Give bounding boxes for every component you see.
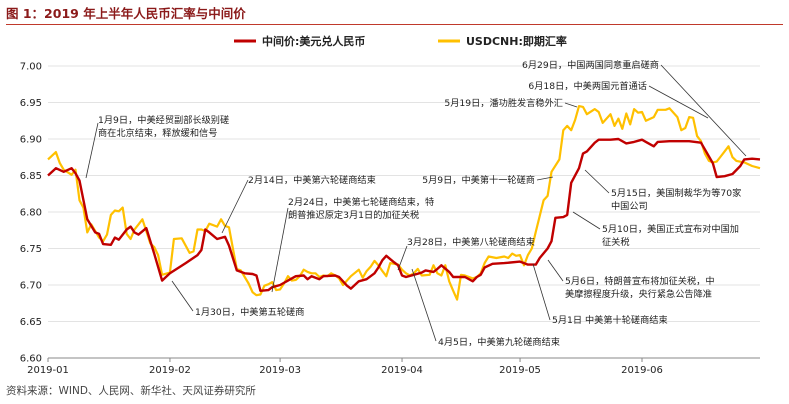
title-bar: 图 1：2019 年上半年人民币汇率与中间价 xyxy=(6,3,783,25)
annotation-line: 5月9日，中美第十一轮磋商 xyxy=(422,174,535,186)
annotation-text: 3月28日，中美第八轮磋商结束 xyxy=(407,236,535,248)
y-tick-label: 6.85 xyxy=(20,171,42,182)
legend-label: USDCNH:即期汇率 xyxy=(466,34,567,48)
annotation-text: 5月9日，中美第十一轮磋商 xyxy=(422,174,535,186)
annotation-text: 2月24日，中美第七轮磋商结束，特朗普推迟原定3月1日的加征关税 xyxy=(288,196,434,221)
annotation-leader xyxy=(532,263,551,321)
annotation-line: 5月1日 中美第十轮磋商结束 xyxy=(552,314,668,326)
annotation-leader xyxy=(171,280,194,312)
x-tick-labels: 2019-01 2019-02 2019-03 2019-04 2019-05 2019-… xyxy=(27,365,663,376)
annotation-line: 5月15日，美国制裁华为等70家 xyxy=(611,187,741,199)
y-tick-label: 6.70 xyxy=(20,281,42,292)
y-tick-label: 6.75 xyxy=(20,244,42,255)
series-lines xyxy=(47,105,761,301)
annotation-text: 2月14日，中美第六轮磋商结束 xyxy=(248,174,376,186)
annotation-line: 3月28日，中美第八轮磋商结束 xyxy=(407,236,535,248)
annotation-leader xyxy=(221,179,249,234)
annotation-text: 5月19日，潘功胜发言稳外汇 xyxy=(444,97,563,109)
title-divider xyxy=(6,24,783,25)
annotation-line: 5月19日，潘功胜发言稳外汇 xyxy=(444,97,563,109)
legend-label: 中间价:美元兑人民币 xyxy=(262,34,365,48)
annotation-leader xyxy=(547,259,564,282)
annotation-leader xyxy=(411,268,437,342)
annotation-leader xyxy=(271,207,289,293)
annotation-leader xyxy=(536,176,554,181)
annotation-leader xyxy=(660,64,747,157)
x-tick-label: 2019-03 xyxy=(259,365,301,376)
legend: 中间价:美元兑人民币 USDCNH:即期汇率 xyxy=(234,34,567,48)
annotation-line: 征关税 xyxy=(602,236,630,248)
annotation-line: 5月6日，特朗普宣布将加征关税，中 xyxy=(565,275,715,287)
annotation-text: 5月1日 中美第十轮磋商结束 xyxy=(552,314,668,326)
y-tick-label: 7.00 xyxy=(20,62,42,73)
annotation-leader xyxy=(85,122,99,179)
x-tick-label: 2019-01 xyxy=(27,365,69,376)
annotation-line: 朗普推迟原定3月1日的加征关税 xyxy=(288,209,419,221)
axes xyxy=(47,357,760,362)
y-tick-label: 6.95 xyxy=(20,98,42,109)
annotation-text: 5月10日，美国正式宣布对中国加征关税 xyxy=(602,223,739,248)
annotation-line: 中国公司 xyxy=(611,200,648,212)
annotation-line: 1月9日，中美经贸副部长级别磋 xyxy=(98,114,229,126)
y-tick-label: 6.90 xyxy=(20,135,42,146)
annotation-text: 6月29日，中国两国同意重启磋商 xyxy=(522,59,659,71)
chart-title: 图 1：2019 年上半年人民币汇率与中间价 xyxy=(6,6,246,21)
annotation-leader xyxy=(572,211,601,230)
annotation-line: 6月18日，中美两国元首通话 xyxy=(528,80,647,92)
source-note: 资料来源：WIND、人民网、新华社、天风证券研究所 xyxy=(6,385,256,397)
annotation-line: 4月5日，中美第九轮磋商结束 xyxy=(438,336,560,348)
annotations: 1月9日，中美经贸副部长级别磋商在北京结束，释放缓和信号 2月14日，中美第六轮磋… xyxy=(85,59,747,348)
x-tick-label: 2019-02 xyxy=(149,365,191,376)
annotation-text: 6月18日，中美两国元首通话 xyxy=(528,80,647,92)
annotation-text: 1月9日，中美经贸副部长级别磋商在北京结束，释放缓和信号 xyxy=(98,114,229,139)
annotation-line: 2月14日，中美第六轮磋商结束 xyxy=(248,174,376,186)
annotation-leader xyxy=(648,85,709,119)
x-tick-label: 2019-04 xyxy=(381,365,423,376)
annotation-line: 美摩擦程度升级，央行紧急公告降准 xyxy=(565,288,712,300)
x-tick-label: 2019-06 xyxy=(621,365,663,376)
annotation-text: 5月15日，美国制裁华为等70家中国公司 xyxy=(611,187,741,212)
annotation-text: 4月5日，中美第九轮磋商结束 xyxy=(438,336,560,348)
series-line-mid xyxy=(47,137,761,292)
annotation-line: 商在北京结束，释放缓和信号 xyxy=(98,127,217,139)
annotation-leader xyxy=(584,169,610,194)
y-tick-labels: 7.00 6.95 6.90 6.85 6.80 6.75 6.70 6.65 6.60 xyxy=(20,62,42,365)
annotation-line: 1月30日，中美第五轮磋商 xyxy=(195,306,304,318)
annotation-line: 2月24日，中美第七轮磋商结束，特 xyxy=(288,196,434,208)
y-tick-label: 6.65 xyxy=(20,317,42,328)
annotation-line: 6月29日，中国两国同意重启磋商 xyxy=(522,59,659,71)
annotation-text: 5月6日，特朗普宣布将加征关税，中美摩擦程度升级，央行紧急公告降准 xyxy=(565,275,715,300)
annotation-text: 1月30日，中美第五轮磋商 xyxy=(195,306,304,318)
annotation-leader xyxy=(564,102,578,108)
y-tick-label: 6.80 xyxy=(20,208,42,219)
annotation-line: 5月10日，美国正式宣布对中国加 xyxy=(602,223,739,235)
x-tick-label: 2019-05 xyxy=(499,365,541,376)
annotation-leader xyxy=(397,245,408,271)
y-tick-label: 6.60 xyxy=(20,354,42,365)
